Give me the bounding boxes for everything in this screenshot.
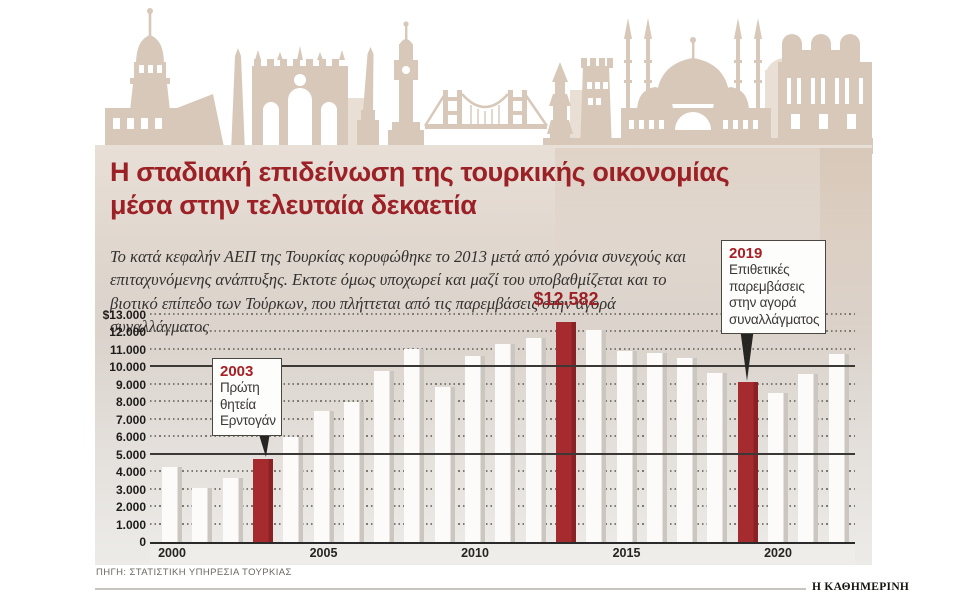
callout-2003-line: θητεία (220, 396, 256, 412)
newspaper-logo: Η ΚΑΘΗΜΕΡΙΝΗ (812, 581, 910, 593)
bar-2000 (162, 466, 182, 542)
dotted-gridline-12000 (150, 330, 855, 333)
source-credit: ΠΗΓΗ: ΣΤΑΤΙΣΤΙΚΗ ΥΠΗΡΕΣΙΑ ΤΟΥΡΚΙΑΣ (96, 567, 292, 578)
peak-value-label: $12.582 (533, 289, 599, 309)
bar-2007 (374, 370, 395, 542)
bar-chart-plot-area: $13.000 12.000 11.000 10.000 9.000 8.000 7.000… (103, 308, 855, 564)
bar-2003-highlight (252, 459, 273, 542)
bar-2013-highlight (555, 322, 576, 542)
y-axis-label-11000: 11.000 (109, 342, 146, 357)
bar-2002 (222, 478, 243, 542)
bar-2016 (646, 353, 667, 542)
bar-2009 (434, 386, 455, 542)
y-axis-label-3000: 3.000 (115, 482, 146, 497)
y-axis-label-9000: 9.000 (115, 377, 146, 392)
y-axis-label-1000: 1.000 (115, 517, 146, 532)
bar-2017 (677, 357, 698, 542)
mosque-icon (621, 18, 771, 152)
y-axis-label-13000: $13.000 (102, 308, 146, 322)
x-axis-label-2005: 2005 (309, 546, 338, 560)
bar-2001 (192, 487, 213, 542)
istanbul-skyline-illustration (85, 2, 875, 154)
bar-2022 (828, 354, 849, 542)
y-axis-label-7000: 7.000 (115, 412, 146, 427)
bar-2019-highlight (737, 382, 758, 542)
bar-2006 (343, 402, 364, 542)
y-axis-label-4000: 4.000 (115, 465, 146, 480)
small-obelisk-icon (231, 48, 245, 152)
page-subtitle: Το κατά κεφαλήν ΑΕΠ της Τουρκίας κορυφώθ… (110, 246, 687, 337)
footer-divider (95, 588, 806, 590)
x-axis-label-2000: 2000 (158, 546, 186, 560)
callout-2003: 2003 Πρώτη θητεία Ερντογάν (212, 358, 282, 436)
y-axis-label-10000: 10.000 (109, 360, 146, 375)
skyline-foreground-layer (105, 8, 873, 154)
bar-2021 (798, 374, 819, 542)
bar-2011 (495, 343, 516, 542)
emphasis-gridline-10000 (150, 365, 855, 368)
callout-2019-line: συναλλάγματος (729, 311, 820, 327)
x-axis-label-2020: 2020 (764, 546, 792, 560)
page-title: Η σταδιακή επιδείνωση της τουρκικής οικο… (110, 156, 810, 222)
page-title-line1: Η σταδιακή επιδείνωση της τουρκικής οικο… (110, 157, 730, 187)
galata-tower-icon (580, 58, 613, 152)
callout-2019-line: παρεμβάσεις (729, 278, 805, 294)
maidens-tower-icon (105, 8, 225, 152)
callout-2003-year: 2003 (220, 363, 254, 380)
x-axis-strip (150, 542, 855, 564)
y-axis-label-12000: 12.000 (109, 325, 146, 340)
bosphorus-bridge-icon (423, 90, 549, 129)
triumphal-arch-icon (252, 46, 348, 152)
y-axis-label-0: 0 (139, 535, 146, 549)
y-axis-label-8000: 8.000 (115, 395, 146, 410)
callout-2019-year: 2019 (729, 245, 763, 262)
emphasis-gridline-5000 (150, 452, 855, 455)
callout-2019: 2019 Επιθετικές παρεμβάσεις στην αγορά σ… (721, 240, 826, 334)
callout-2019-line: στην αγορά (729, 295, 797, 310)
bar-2005 (313, 411, 334, 542)
bar-2004 (283, 437, 304, 542)
bar-2014 (586, 329, 607, 542)
celsus-facade-icon (778, 34, 872, 152)
x-axis-baseline (150, 541, 855, 544)
page-title-line2: μέσα στην τελευταία δεκαετία (110, 190, 477, 220)
callout-2003-line: Ερντογάν (220, 413, 276, 428)
x-axis-label-2010: 2010 (461, 546, 489, 560)
theodosius-obelisk-icon (357, 47, 379, 152)
y-axis-label-6000: 6.000 (115, 430, 146, 445)
bar-2018 (707, 372, 728, 542)
dotted-gridline-13000 (150, 313, 855, 315)
y-axis-label-5000: 5.000 (115, 447, 146, 462)
bar-2010 (465, 356, 485, 542)
clock-tower-icon (388, 21, 424, 152)
bar-2015 (616, 350, 637, 542)
callout-2003-line: Πρώτη (220, 380, 260, 395)
bar-2012 (525, 337, 546, 542)
x-axis-label-2015: 2015 (612, 546, 641, 560)
y-axis-label-2000: 2.000 (115, 500, 146, 515)
bar-2008 (404, 349, 425, 542)
callout-2019-line: Επιθετικές (729, 262, 790, 277)
bar-2020 (768, 392, 788, 542)
